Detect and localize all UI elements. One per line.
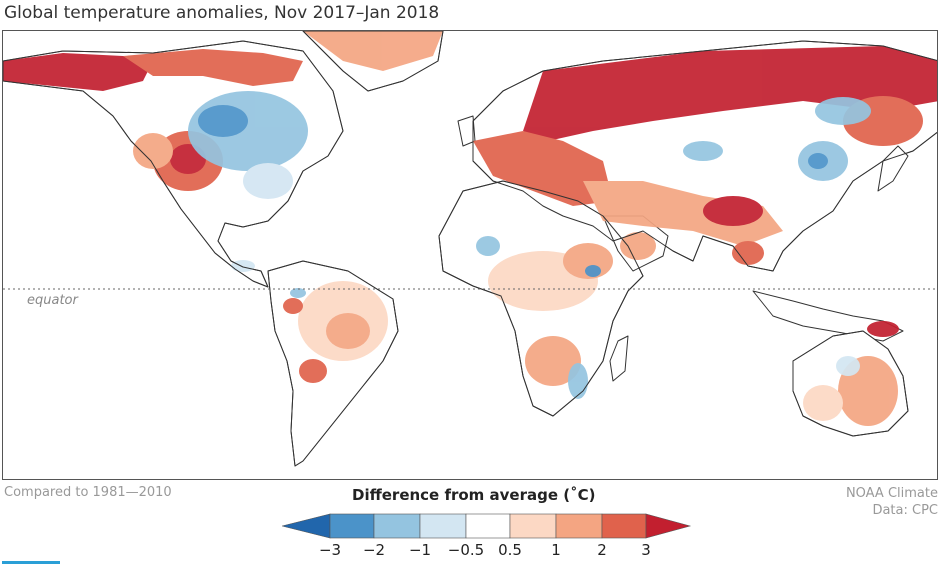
credit-line-2: Data: CPC	[872, 503, 938, 518]
legend-swatch-minus1	[373, 513, 421, 539]
land-indonesia	[752, 290, 904, 342]
legend-tick: 1	[551, 541, 561, 559]
legend-swatch-minus3	[282, 513, 331, 539]
land-japan	[877, 145, 909, 192]
legend-tick: −3	[318, 541, 342, 559]
legend-swatch-plus05	[509, 513, 557, 539]
legend-swatch-minus05	[419, 513, 467, 539]
map-title: Global temperature anomalies, Nov 2017–J…	[4, 3, 440, 23]
cold-anomalies	[188, 91, 871, 399]
land-uk	[457, 115, 476, 147]
legend-swatch-neutral	[465, 513, 511, 539]
map-canvas	[3, 31, 937, 467]
warm-anomalies	[3, 31, 937, 426]
baseline-note: Compared to 1981—2010	[4, 485, 172, 500]
legend-swatch-plus3	[645, 513, 692, 539]
legend-tick: −2	[362, 541, 386, 559]
credit-line-1: NOAA Climate	[845, 486, 938, 501]
corner-accent	[2, 561, 60, 564]
equator-label: equator	[27, 293, 78, 308]
legend-tick: −0.5	[447, 541, 485, 559]
world-anomaly-map: equator	[2, 30, 938, 480]
legend-title: Difference from average (˚C)	[352, 486, 596, 504]
legend-swatch-plus1	[555, 513, 603, 539]
land-madagascar	[609, 335, 629, 382]
legend-tick: 0.5	[498, 541, 522, 559]
legend-tick: 3	[641, 541, 651, 559]
credit: NOAA Climate Data: CPC	[846, 485, 938, 519]
legend-tick: −1	[408, 541, 432, 559]
legend-tick: 2	[597, 541, 607, 559]
legend-swatch-plus2	[601, 513, 647, 539]
legend-swatch-minus2	[329, 513, 375, 539]
legend-color-bar	[282, 513, 692, 539]
